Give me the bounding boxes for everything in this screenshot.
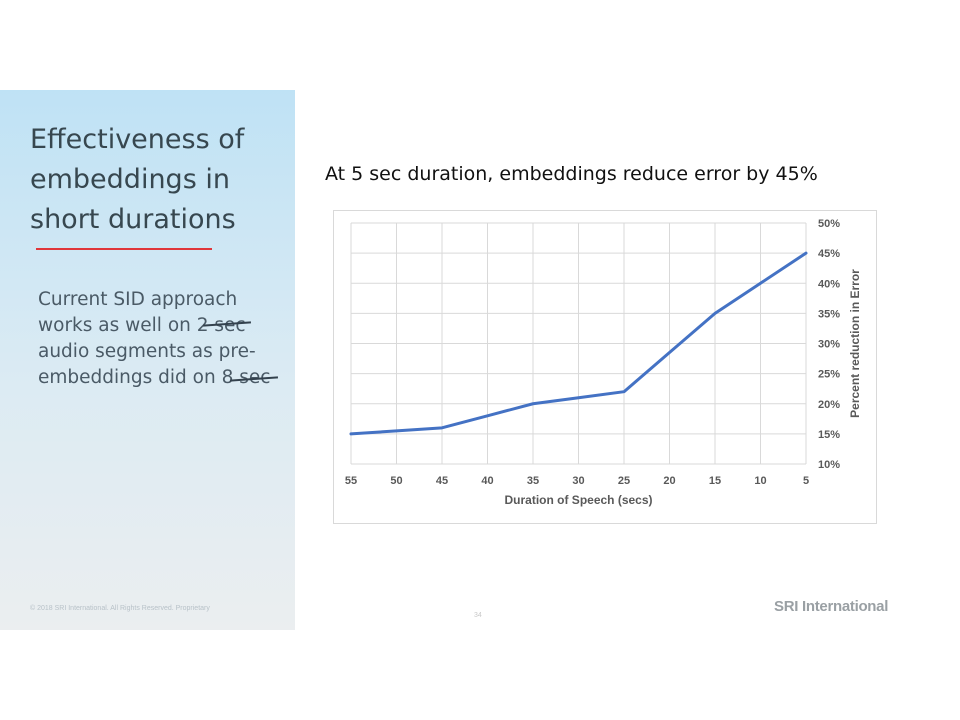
- y-tick-label: 10%: [818, 459, 840, 471]
- y-tick-label: 25%: [818, 369, 840, 381]
- y-tick-label: 35%: [818, 308, 840, 320]
- y-tick-label: 50%: [818, 218, 840, 230]
- x-tick-label: 10: [754, 475, 766, 487]
- chart-heading: At 5 sec duration, embeddings reduce err…: [325, 163, 818, 185]
- page-number: 34: [474, 612, 482, 619]
- x-tick-label: 25: [618, 475, 630, 487]
- x-tick-label: 40: [481, 475, 493, 487]
- y-tick-label: 15%: [818, 429, 840, 441]
- slide-body-text: Current SID approach works as well on 2 …: [38, 289, 271, 388]
- chart-frame: [333, 210, 877, 524]
- title-divider: [36, 248, 212, 250]
- x-axis-title: Duration of Speech (secs): [504, 493, 652, 507]
- slide-title: Effectiveness of embeddings in short dur…: [30, 124, 245, 235]
- sri-logo: SRI International: [774, 598, 889, 615]
- x-tick-label: 30: [572, 475, 584, 487]
- y-tick-label: 30%: [818, 339, 840, 351]
- x-tick-label: 35: [527, 475, 539, 487]
- copyright-footer: © 2018 SRI International. All Rights Res…: [30, 605, 210, 612]
- x-tick-label: 20: [663, 475, 675, 487]
- x-tick-label: 45: [436, 475, 448, 487]
- y-tick-label: 45%: [818, 248, 840, 260]
- title-panel: [0, 90, 295, 630]
- line-chart: 10% 15% 20% 25% 30% 35% 40% 45% 50% 55 50 45 40 35 30 2…: [345, 218, 862, 507]
- series-line: [349, 251, 808, 436]
- x-tick-label: 5: [803, 475, 809, 487]
- x-tick-label: 55: [345, 475, 357, 487]
- x-tick-label: 50: [390, 475, 402, 487]
- y-tick-label: 40%: [818, 278, 840, 290]
- y-tick-label: 20%: [818, 399, 840, 411]
- x-tick-label: 15: [709, 475, 721, 487]
- y-axis-title: Percent reduction in Error: [848, 269, 862, 418]
